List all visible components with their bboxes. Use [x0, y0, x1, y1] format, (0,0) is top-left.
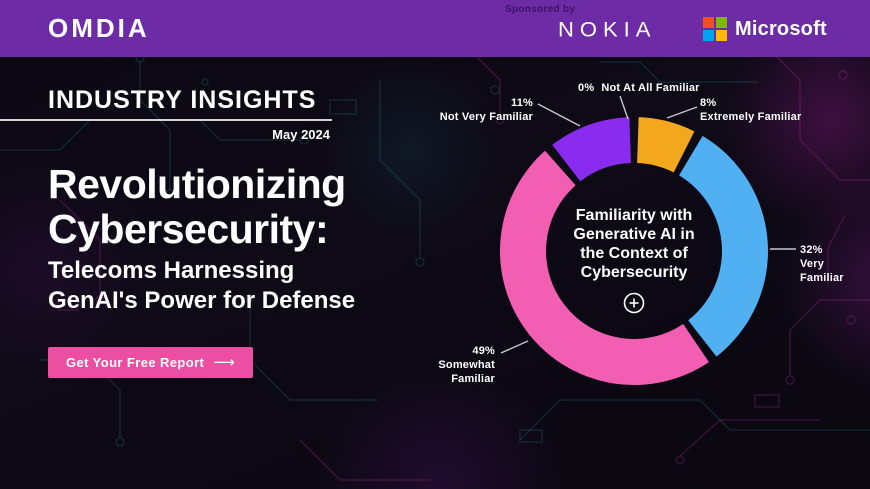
callout-leader-line: [619, 95, 629, 120]
title-line-2: Cybersecurity:: [48, 206, 329, 252]
callout-pct: 8%: [700, 97, 717, 109]
chart-segment-not-very-familiar: [552, 117, 631, 182]
callout-label: Not At All Familiar: [601, 82, 700, 94]
microsoft-squares-icon: [703, 17, 727, 41]
chart-callout-not-very-familiar: 11% Not Very Familiar: [428, 96, 533, 124]
ms-square-yellow: [716, 30, 727, 41]
ms-square-blue: [703, 30, 714, 41]
center-title-line: the Context of: [580, 245, 688, 262]
center-title-line: Familiarity with: [575, 207, 693, 224]
title-line-1: Revolutionizing: [48, 161, 346, 207]
microsoft-wordmark: Microsoft: [735, 17, 827, 40]
chart-center-title: Familiarity with Generative AI in the Co…: [549, 206, 719, 282]
chart-callout-extremely-familiar: 8% Extremely Familiar: [700, 96, 801, 124]
callout-pct: 49%: [472, 345, 495, 357]
get-report-button[interactable]: Get Your Free Report ⟶: [48, 347, 254, 378]
chart-segment-very-familiar: [679, 135, 768, 357]
nokia-logo: NOKIA: [558, 17, 657, 42]
subtitle-line-2: GenAI's Power for Defense: [48, 287, 356, 314]
omdia-logo: OMDIA: [48, 13, 150, 43]
chart-segment-somewhat-familiar: [500, 150, 709, 385]
microsoft-logo: Microsoft: [703, 17, 827, 41]
chart-callout-very-familiar: 32% Very Familiar: [800, 243, 850, 285]
center-title-line: Cybersecurity: [580, 264, 688, 281]
ms-square-green: [716, 17, 727, 28]
chart-callout-not-at-all-familiar: 0% Not At All Familiar: [578, 81, 700, 95]
subtitle-line-1: Telecoms Harnessing: [48, 257, 295, 284]
eyebrow-heading: INDUSTRY INSIGHTS: [48, 86, 317, 114]
callout-pct: 0%: [578, 82, 595, 94]
chart-segment-extremely-familiar: [637, 117, 695, 173]
arrow-right-icon: ⟶: [213, 354, 236, 371]
chart-callout-somewhat-familiar: 49% Somewhat Familiar: [399, 344, 495, 386]
plus-circle-icon[interactable]: [623, 292, 645, 314]
callout-pct: 32%: [800, 244, 823, 256]
ms-square-red: [703, 17, 714, 28]
callout-label: Somewhat Familiar: [438, 359, 495, 385]
page-subtitle: Telecoms Harnessing GenAI's Power for De…: [48, 256, 355, 316]
page-title: Revolutionizing Cybersecurity:: [48, 162, 346, 252]
divider-rule: [0, 119, 332, 121]
callout-leader-line: [537, 103, 581, 127]
callout-label: Not Very Familiar: [439, 111, 533, 123]
publish-date: May 2024: [272, 127, 330, 142]
callout-pct: 11%: [510, 97, 533, 109]
center-title-line: Generative AI in: [573, 226, 695, 243]
callout-label: Very Familiar: [800, 258, 844, 284]
sponsor-bar: OMDIA Sponsored by NOKIA Microsoft: [0, 0, 870, 57]
callout-leader-line: [666, 106, 698, 119]
sponsored-by-label: Sponsored by: [505, 4, 576, 15]
callout-leader-line: [500, 340, 529, 354]
callout-label: Extremely Familiar: [700, 111, 802, 123]
cta-label: Get Your Free Report: [66, 355, 205, 370]
